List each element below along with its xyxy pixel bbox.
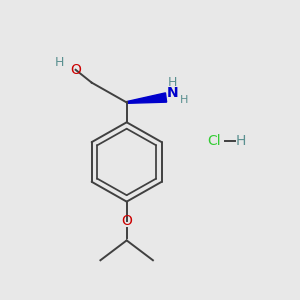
Text: Cl: Cl: [207, 134, 221, 148]
Text: O: O: [70, 63, 81, 77]
Text: H: H: [168, 76, 177, 89]
Text: N: N: [167, 86, 178, 100]
Text: H: H: [180, 95, 189, 105]
Text: H: H: [55, 56, 64, 69]
Text: H: H: [235, 134, 246, 148]
Text: O: O: [121, 214, 132, 228]
Polygon shape: [127, 93, 166, 103]
